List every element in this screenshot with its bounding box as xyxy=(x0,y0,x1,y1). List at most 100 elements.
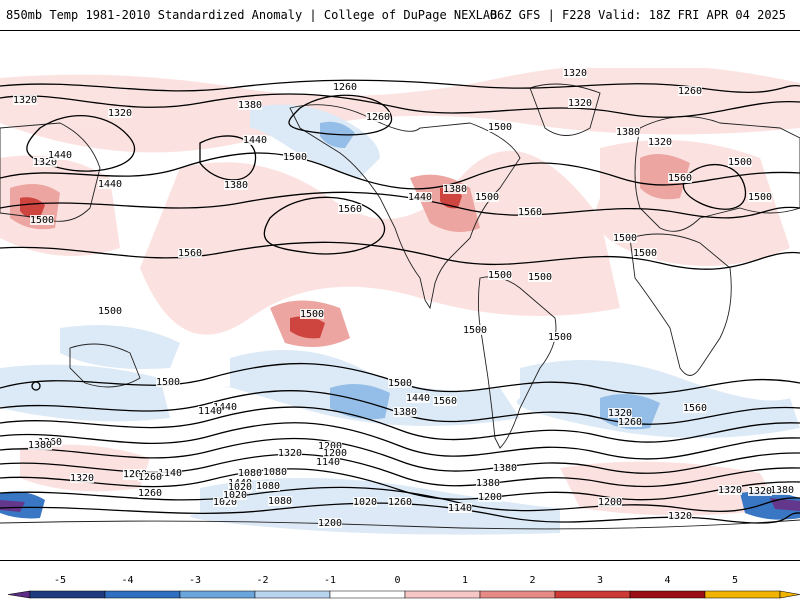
contour-label-bg xyxy=(406,393,430,403)
contour-label-bg xyxy=(728,157,752,167)
colorbar-tick-label: -1 xyxy=(324,575,336,586)
contour-label: 1320 xyxy=(278,448,302,459)
colorbar-tick-label: -5 xyxy=(54,575,66,586)
contour-label: 1320 xyxy=(648,137,672,148)
colorbar-tick-label: 2 xyxy=(529,575,535,586)
contour-label: 1260 xyxy=(138,472,162,483)
contour-label: 1380 xyxy=(393,407,417,418)
contour-label-bg xyxy=(488,270,512,280)
colorbar-tick-label: 3 xyxy=(597,575,603,586)
contour-label: 1020 xyxy=(353,497,377,508)
contour-label: 1260 xyxy=(366,112,390,123)
colorbar-swatch xyxy=(329,590,406,599)
contour-label-bg xyxy=(98,179,122,189)
contour-label: 1320 xyxy=(33,157,57,168)
contour-label-bg xyxy=(493,463,517,473)
contour-label-bg xyxy=(156,377,180,387)
colorbar-swatch xyxy=(629,590,706,599)
contour-label-bg xyxy=(108,108,132,118)
contour-label: 1500 xyxy=(488,122,512,133)
contour-label: 1440 xyxy=(406,393,430,404)
colorbar-tick-label: 5 xyxy=(732,575,738,586)
contour-label: 1020 xyxy=(213,497,237,508)
contour-label: 1020 xyxy=(223,490,247,501)
contour-label: 1020 xyxy=(228,482,252,493)
contour-label: 1440 xyxy=(213,402,237,413)
colorbar-swatch xyxy=(479,590,556,599)
contour-label-bg xyxy=(333,82,357,92)
contour-label-bg xyxy=(338,204,362,214)
contour-label-bg xyxy=(238,468,262,478)
contour-label-bg xyxy=(748,192,772,202)
contour-label: 1200 xyxy=(323,448,347,459)
contour-label: 1080 xyxy=(263,467,287,478)
contour-label: 1200 xyxy=(318,441,342,452)
contour-label: 1560 xyxy=(668,173,692,184)
contour-label: 1140 xyxy=(448,503,472,514)
run-valid-time: 06Z GFS | F228 Valid: 18Z FRI APR 04 202… xyxy=(489,8,786,22)
contour-label: 1380 xyxy=(28,440,52,451)
contour-label-bg xyxy=(268,496,292,506)
colorbar-tick-label: 4 xyxy=(664,575,670,586)
colorbar-tick-label: -2 xyxy=(256,575,268,586)
header-bar: 850mb Temp 1981-2010 Standardized Anomal… xyxy=(0,0,800,31)
contour-label-bg xyxy=(408,192,432,202)
contour-label-bg xyxy=(158,468,182,478)
contour-label-bg xyxy=(518,207,542,217)
contour-label: 1080 xyxy=(256,481,280,492)
contour-label-bg xyxy=(263,467,287,477)
contour-label: 1500 xyxy=(475,192,499,203)
colorbar-tick-label: -3 xyxy=(189,575,201,586)
contour-label-bg xyxy=(393,407,417,417)
contour-label: 1380 xyxy=(770,485,794,496)
contour-label: 1260 xyxy=(388,497,412,508)
contour-label-bg xyxy=(678,86,702,96)
contour-label-bg xyxy=(568,98,592,108)
contour-label: 1500 xyxy=(156,377,180,388)
contour-label-bg xyxy=(28,440,52,450)
contour-label-bg xyxy=(213,402,237,412)
contour-label-bg xyxy=(353,497,377,507)
contour-label-bg xyxy=(633,248,657,258)
contour-label: 1440 xyxy=(48,150,72,161)
contour-label: 1260 xyxy=(618,417,642,428)
contour-label: 1200 xyxy=(478,492,502,503)
contour-label: 1500 xyxy=(633,248,657,259)
contour-label: 1500 xyxy=(388,378,412,389)
contour-label: 1500 xyxy=(728,157,752,168)
contour-label: 1200 xyxy=(318,518,342,529)
contour-label: 1500 xyxy=(300,309,324,320)
contour-label-bg xyxy=(548,332,572,342)
contour-label-bg xyxy=(388,497,412,507)
contour-label: 1260 xyxy=(678,86,702,97)
contour-label: 1140 xyxy=(198,406,222,417)
contour-label: 1560 xyxy=(433,396,457,407)
contour-label-bg xyxy=(283,152,307,162)
contour-label-bg xyxy=(448,503,472,513)
contour-label-bg xyxy=(228,482,252,492)
contour-label-bg xyxy=(608,408,632,418)
contour-label: 1440 xyxy=(98,179,122,190)
contour-label: 1320 xyxy=(748,486,772,497)
contour-label-bg xyxy=(323,448,347,458)
contour-label-bg xyxy=(433,396,457,406)
contour-label-bg xyxy=(668,511,692,521)
anomaly-colorbar: -5 -4 -3 -2 -1 0 1 2 3 4 5 xyxy=(7,575,800,599)
colorbar-min-arrow xyxy=(7,590,31,599)
contour-label-bg xyxy=(223,490,247,500)
contour-label-bg xyxy=(476,478,500,488)
colorbar-swatch xyxy=(179,590,256,599)
contour-label: 1560 xyxy=(683,403,707,414)
contour-label-bg xyxy=(138,472,162,482)
contour-label-bg xyxy=(463,325,487,335)
contour-label: 1320 xyxy=(563,68,587,79)
contour-label-bg xyxy=(563,68,587,78)
contour-label: 1440 xyxy=(243,135,267,146)
contour-label: 1500 xyxy=(528,272,552,283)
contour-label-bg xyxy=(238,100,262,110)
contour-label-bg xyxy=(718,485,742,495)
contour-label: 1140 xyxy=(158,468,182,479)
contour-label: 1260 xyxy=(138,488,162,499)
contour-label: 1200 xyxy=(123,469,147,480)
contour-label-bg xyxy=(213,497,237,507)
